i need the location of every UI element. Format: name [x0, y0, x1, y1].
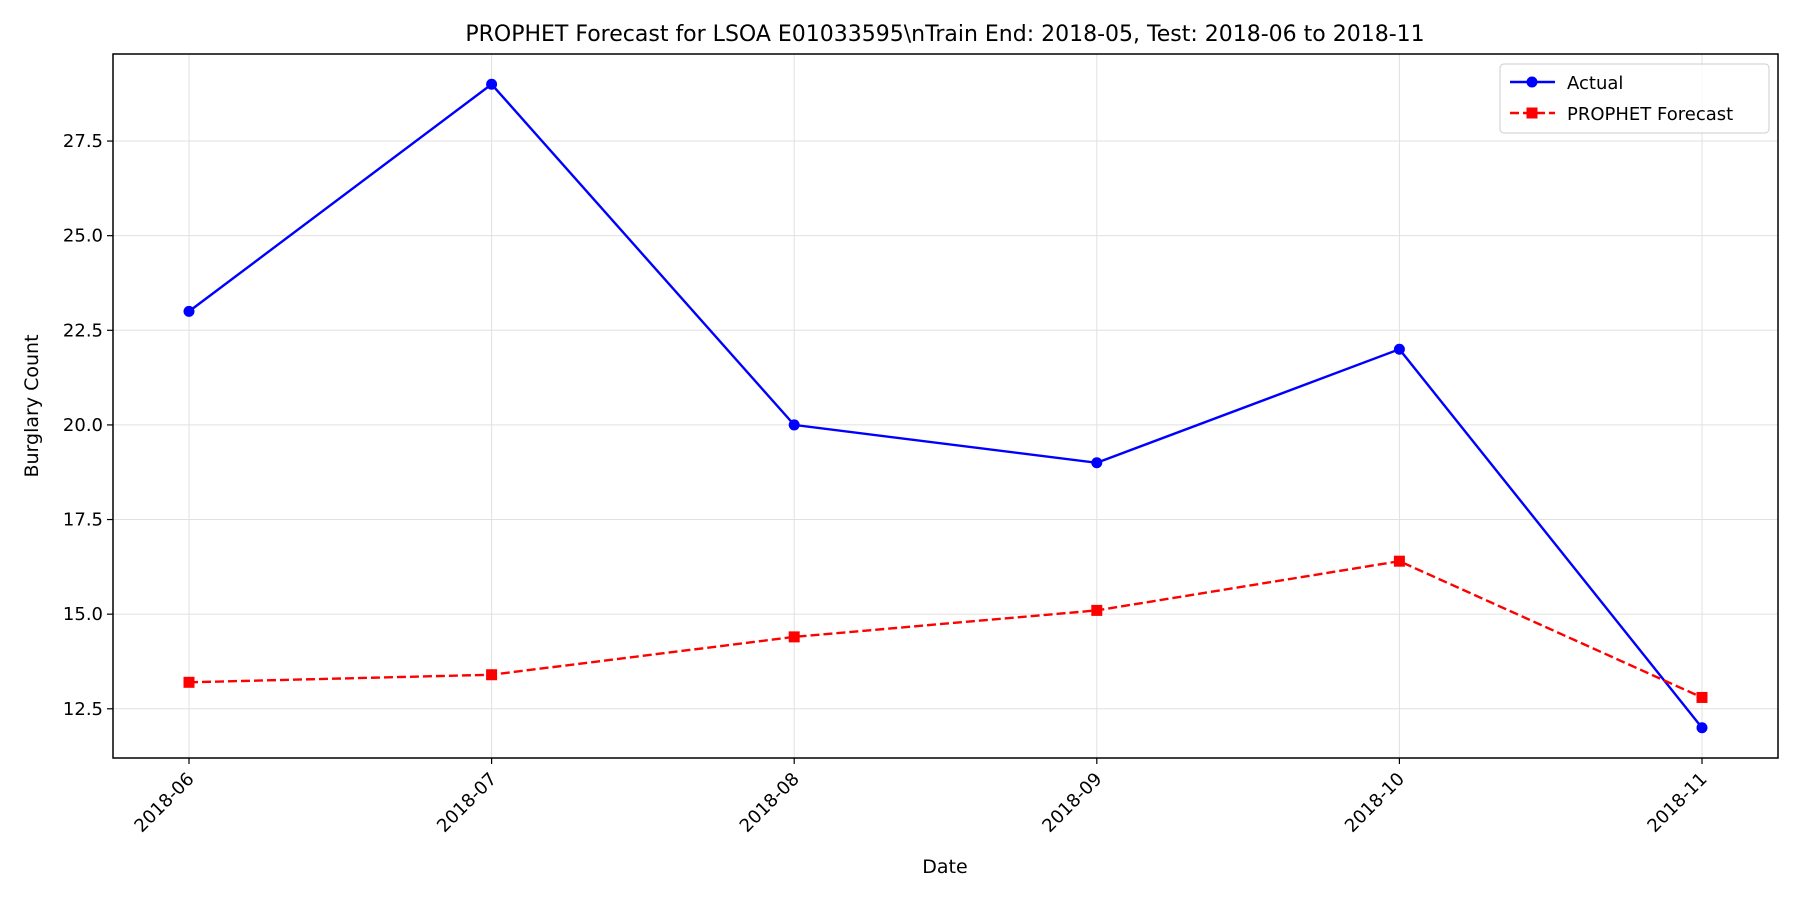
data-point-actual: [1393, 343, 1405, 355]
series-line-prophet-forecast: [188, 559, 1703, 699]
data-point-actual: [1091, 457, 1103, 469]
series-prophet-forecast: [183, 555, 1708, 703]
data-point-actual: [788, 419, 800, 431]
legend-marker-prophet-forecast: [1526, 107, 1538, 119]
legend: Actual PROPHET Forecast: [1499, 63, 1770, 134]
series-actual: [183, 78, 1708, 734]
legend-marker-actual: [1526, 76, 1538, 88]
legend-label-actual: Actual: [1567, 73, 1623, 94]
x-axis-label: Date: [922, 856, 967, 878]
plot-frame: [112, 53, 1779, 759]
data-point-actual: [183, 305, 195, 317]
y-tick-label: 20.0: [63, 415, 103, 436]
legend-label-prophet-forecast: PROPHET Forecast: [1567, 104, 1733, 125]
data-point-prophet-forecast: [788, 631, 800, 643]
y-tick-label: 15.0: [63, 604, 103, 625]
y-tick-label: 27.5: [63, 131, 103, 152]
data-point-actual: [486, 78, 498, 90]
grid-layer: [113, 54, 1778, 758]
y-tick-label: 25.0: [63, 226, 103, 247]
data-point-prophet-forecast: [183, 676, 195, 688]
series-line-actual: [188, 82, 1703, 729]
data-point-prophet-forecast: [1696, 691, 1708, 703]
y-tick-label: 17.5: [63, 510, 103, 531]
data-point-prophet-forecast: [1393, 555, 1405, 567]
data-point-prophet-forecast: [486, 669, 498, 681]
y-axis-label: Burglary Count: [21, 334, 43, 477]
data-point-actual: [1696, 722, 1708, 734]
chart-title: PROPHET Forecast for LSOA E01033595\nTra…: [465, 22, 1424, 47]
data-point-prophet-forecast: [1091, 604, 1103, 616]
legend-box: [1499, 63, 1770, 134]
series-layer: [183, 78, 1708, 734]
y-tick-label: 12.5: [63, 699, 103, 720]
y-tick-label: 22.5: [63, 320, 103, 341]
